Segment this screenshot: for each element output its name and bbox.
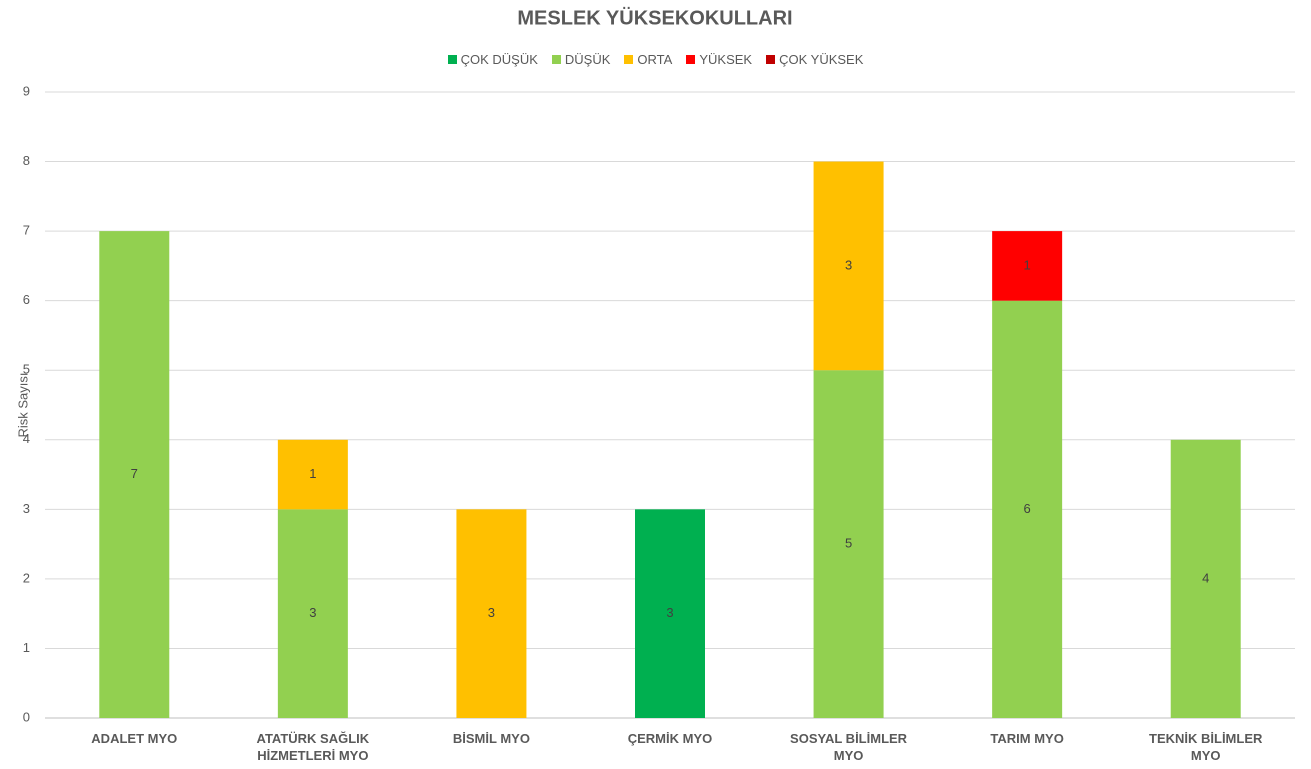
data-label: 4 xyxy=(1202,570,1209,585)
bar-segment xyxy=(813,161,884,371)
data-label: 5 xyxy=(845,536,852,551)
legend-label: YÜKSEK xyxy=(699,52,753,67)
y-tick-label: 0 xyxy=(23,709,30,724)
legend: ÇOK DÜŞÜK DÜŞÜK ORTA YÜKSEK ÇOK YÜKSEK xyxy=(0,52,1311,67)
legend-item: ORTA xyxy=(624,52,672,67)
bar-segment xyxy=(813,370,884,718)
x-tick-label: ATATÜRK SAĞLIK HİZMETLERİ MYO xyxy=(256,731,370,763)
data-label: 3 xyxy=(666,605,673,620)
bar-segment xyxy=(456,509,527,718)
x-tick-label-box: ÇERMİK MYO xyxy=(627,731,713,746)
x-tick-label: ÇERMİK MYO xyxy=(627,731,713,746)
legend-swatch xyxy=(624,55,634,64)
y-tick-label: 6 xyxy=(23,292,30,307)
y-tick-label: 8 xyxy=(23,153,30,168)
x-tick-label: ADALET MYO xyxy=(91,731,178,746)
legend-item: ÇOK DÜŞÜK xyxy=(447,52,538,67)
legend-label: ÇOK DÜŞÜK xyxy=(460,52,538,67)
x-tick-label: SOSYAL BİLİMLER MYO xyxy=(790,731,908,763)
data-label: 3 xyxy=(845,257,852,272)
bar-segment xyxy=(992,300,1063,718)
legend-label: DÜŞÜK xyxy=(564,52,611,67)
bar-segment xyxy=(99,231,170,718)
y-tick-label: 7 xyxy=(23,223,30,238)
data-label: 1 xyxy=(1024,257,1031,272)
x-tick-label-box: SOSYAL BİLİMLER MYO xyxy=(790,731,908,763)
x-tick-label: BİSMİL MYO xyxy=(452,731,530,746)
legend-item: ÇOK YÜKSEK xyxy=(766,52,863,67)
y-tick-label: 4 xyxy=(23,431,30,446)
legend-label: ÇOK YÜKSEK xyxy=(779,52,864,67)
x-tick-label-box: TEKNİK BİLİMLER MYO xyxy=(1149,731,1263,763)
legend-swatch xyxy=(551,55,561,64)
legend-item: DÜŞÜK xyxy=(551,52,611,67)
x-tick-label-box: BİSMİL MYO xyxy=(452,731,530,746)
y-tick-label: 2 xyxy=(23,570,30,585)
legend-swatch xyxy=(766,55,776,64)
bar-segment xyxy=(1170,439,1241,718)
data-label: 7 xyxy=(131,466,138,481)
chart-title: MESLEK YÜKSEKOKULLARI xyxy=(517,6,792,29)
legend-item: YÜKSEK xyxy=(686,52,752,67)
bar-segment xyxy=(635,509,705,718)
legend-label: ORTA xyxy=(637,52,673,67)
y-tick-label: 1 xyxy=(23,640,30,655)
y-tick-label: 5 xyxy=(23,362,30,377)
data-label: 6 xyxy=(1024,501,1031,516)
legend-swatch xyxy=(447,55,457,64)
data-label: 3 xyxy=(309,605,316,620)
bar-segment xyxy=(277,439,348,510)
legend-swatch xyxy=(686,55,696,64)
y-tick-label: 9 xyxy=(23,83,30,98)
x-tick-label: TEKNİK BİLİMLER MYO xyxy=(1149,731,1263,763)
bar-segment xyxy=(992,231,1063,301)
data-label: 1 xyxy=(309,466,316,481)
x-tick-label: TARIM MYO xyxy=(990,731,1064,746)
y-axis-label: Risk Sayısı xyxy=(15,372,30,437)
x-tick-label-box: TARIM MYO xyxy=(990,731,1064,746)
x-tick-label-box: ADALET MYO xyxy=(91,731,178,746)
y-tick-label: 3 xyxy=(23,501,30,516)
data-label: 3 xyxy=(488,605,495,620)
x-tick-label-box: ATATÜRK SAĞLIK HİZMETLERİ MYO xyxy=(256,731,370,763)
bar-segment xyxy=(277,509,348,718)
